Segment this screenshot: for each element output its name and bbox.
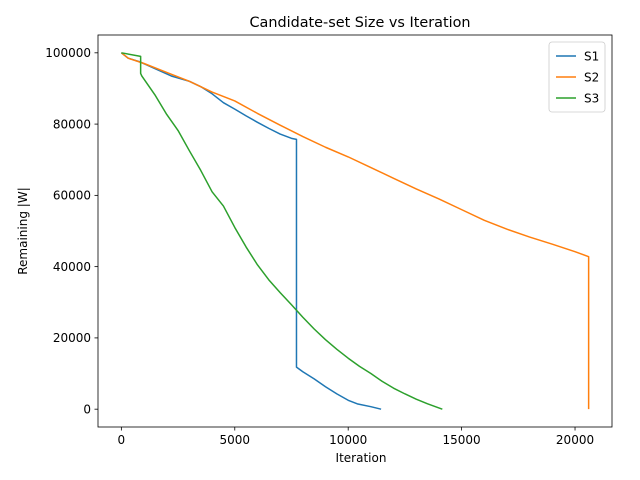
y-tick-label: 20000 xyxy=(53,331,91,345)
legend-label-s2: S2 xyxy=(584,70,599,84)
legend: S1 S2 S3 xyxy=(548,41,606,113)
y-tick-label: 100000 xyxy=(45,46,91,60)
y-tick-label: 80000 xyxy=(53,117,91,131)
x-tick-label: 15000 xyxy=(443,433,481,447)
series-line-s2 xyxy=(120,52,590,410)
x-tick-label: 10000 xyxy=(329,433,367,447)
series-line-s3 xyxy=(121,52,443,410)
y-tick-label: 0 xyxy=(83,402,91,416)
y-tick-label: 40000 xyxy=(53,260,91,274)
series-line-s1 xyxy=(120,52,382,410)
x-tick-label: 5000 xyxy=(220,433,251,447)
x-axis-label: Iteration xyxy=(336,451,387,465)
legend-box xyxy=(548,41,606,113)
x-axis-ticks: 0 5000 10000 15000 20000 xyxy=(118,427,594,447)
y-axis-ticks: 0 20000 40000 60000 80000 100000 xyxy=(45,46,98,416)
chart-title: Candidate-set Size vs Iteration xyxy=(249,15,470,31)
legend-label-s3: S3 xyxy=(584,91,599,105)
y-axis-label: Remaining |W| xyxy=(16,187,30,275)
x-tick-label: 20000 xyxy=(556,433,594,447)
plot-frame xyxy=(97,34,613,428)
legend-label-s1: S1 xyxy=(584,49,599,63)
x-tick-label: 0 xyxy=(118,433,126,447)
plot-lines xyxy=(120,52,590,410)
y-tick-label: 60000 xyxy=(53,189,91,203)
